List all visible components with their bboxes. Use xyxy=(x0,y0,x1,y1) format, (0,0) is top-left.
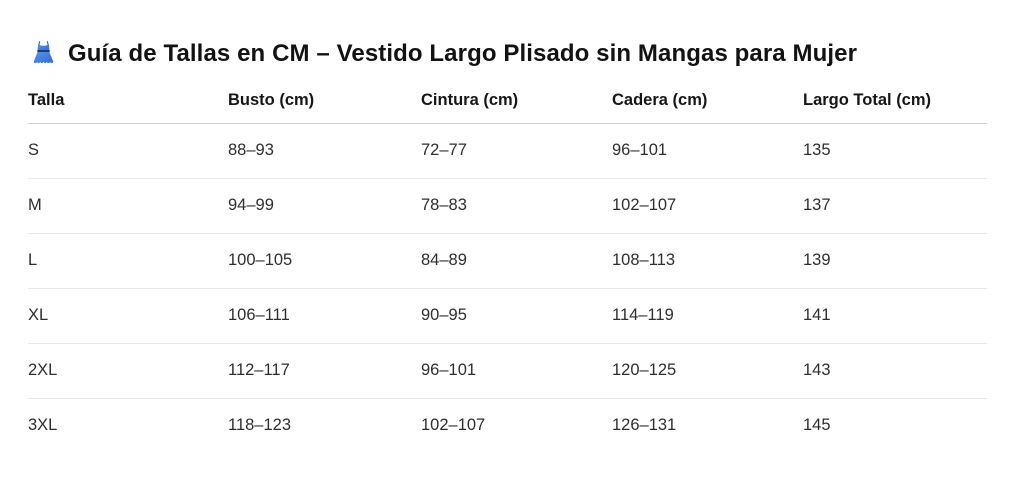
table-row-m: M 94–99 78–83 102–107 137 xyxy=(28,178,987,234)
column-header-talla: Talla xyxy=(28,82,228,124)
cell-talla: L xyxy=(28,233,228,289)
cell-talla: S xyxy=(28,123,228,179)
cell-largo-total: 139 xyxy=(803,233,987,289)
size-guide-page: Guía de Tallas en CM – Vestido Largo Pli… xyxy=(28,38,987,453)
table-row-3xl: 3XL 118–123 102–107 126–131 145 xyxy=(28,399,987,454)
cell-cintura: 102–107 xyxy=(421,416,486,434)
table-row-l: L 100–105 84–89 108–113 139 xyxy=(28,233,987,289)
cell-cadera: 126–131 xyxy=(612,416,677,434)
table-row-xl: XL 106–111 90–95 114–119 141 xyxy=(28,288,987,344)
cell-cintura: 72–77 xyxy=(421,123,612,179)
cell-cadera: 96–101 xyxy=(612,123,803,179)
page-title-text: Guía de Tallas en CM – Vestido Largo Pli… xyxy=(68,39,858,67)
size-table: Talla Busto (cm) Cintura (cm) Cadera (cm… xyxy=(28,82,987,453)
column-header-largo-total: Largo Total (cm) xyxy=(803,82,987,124)
cell-largo-total: 135 xyxy=(803,123,987,179)
cell-busto: 118–123 xyxy=(228,416,292,434)
dress-icon xyxy=(30,38,57,69)
cell-cintura: 84–89 xyxy=(421,233,612,289)
header-row: Talla Busto (cm) Cintura (cm) Cadera (cm… xyxy=(28,82,987,124)
table-row-2xl: 2XL 112–117 96–101 120–125 143 xyxy=(28,343,987,399)
page-title: Guía de Tallas en CM – Vestido Largo Pli… xyxy=(30,38,987,69)
cell-busto: 112–117 xyxy=(228,343,421,399)
cell-cadera: 108–113 xyxy=(612,233,803,289)
column-header-cadera: Cadera (cm) xyxy=(612,82,803,124)
cell-cadera: 114–119 xyxy=(612,288,803,344)
cell-busto: 94–99 xyxy=(228,178,421,234)
column-header-cintura: Cintura (cm) xyxy=(421,82,612,124)
cell-talla: 2XL xyxy=(28,343,228,399)
column-header-busto: Busto (cm) xyxy=(228,82,421,124)
cell-busto: 100–105 xyxy=(228,233,421,289)
table-row-s: S 88–93 72–77 96–101 135 xyxy=(28,123,987,179)
cell-talla: XL xyxy=(28,288,228,344)
cell-talla: 3XL xyxy=(28,416,58,434)
cell-busto: 106–111 xyxy=(228,288,421,344)
cell-cintura: 78–83 xyxy=(421,178,612,234)
cell-cadera: 102–107 xyxy=(612,178,803,234)
cell-largo-total: 145 xyxy=(803,416,831,434)
cell-cintura: 90–95 xyxy=(421,288,612,344)
cell-cadera: 120–125 xyxy=(612,343,803,399)
cell-largo-total: 143 xyxy=(803,343,987,399)
cell-busto: 88–93 xyxy=(228,123,421,179)
cell-talla: M xyxy=(28,178,228,234)
cell-largo-total: 137 xyxy=(803,178,987,234)
cell-cintura: 96–101 xyxy=(421,343,612,399)
cell-largo-total: 141 xyxy=(803,288,987,344)
